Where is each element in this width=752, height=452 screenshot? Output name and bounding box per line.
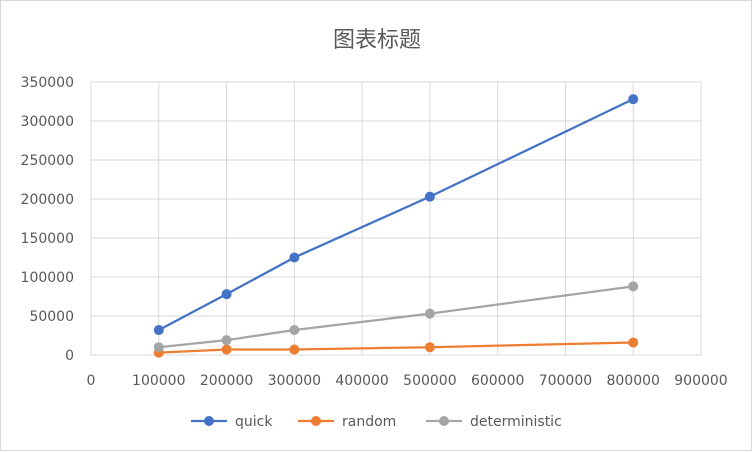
x-tick-label: 300000 <box>268 373 321 389</box>
y-tick-label: 250000 <box>21 153 74 169</box>
axis-ticks: 0 50000 100000 150000 200000 250000 300000 3500… <box>21 75 728 389</box>
series-deterministic <box>153 281 639 353</box>
data-point-random <box>289 344 300 355</box>
x-tick-label: 800000 <box>606 373 659 389</box>
data-point-quick <box>289 252 300 263</box>
data-point-deterministic <box>221 335 232 346</box>
data-point-quick <box>628 94 639 105</box>
data-point-random <box>424 342 435 353</box>
data-point-quick <box>153 325 164 336</box>
legend-label: quick <box>235 414 273 430</box>
legend-marker <box>311 416 321 426</box>
data-point-deterministic <box>628 281 639 292</box>
x-tick-label: 500000 <box>403 373 456 389</box>
y-tick-label: 300000 <box>21 114 74 130</box>
legend-label: deterministic <box>470 414 562 430</box>
y-tick-label: 100000 <box>21 270 74 286</box>
legend-item-deterministic: deterministic <box>426 414 562 430</box>
legend-label: random <box>342 414 396 430</box>
data-point-random <box>628 337 639 348</box>
x-tick-label: 200000 <box>200 373 253 389</box>
x-tick-label: 0 <box>87 373 96 389</box>
data-point-quick <box>221 289 232 300</box>
data-point-deterministic <box>289 325 300 336</box>
y-tick-label: 0 <box>65 348 74 364</box>
x-tick-label: 700000 <box>539 373 592 389</box>
legend-marker <box>204 416 214 426</box>
y-tick-label: 350000 <box>21 75 74 91</box>
legend-marker <box>439 416 449 426</box>
data-point-deterministic <box>153 342 164 353</box>
data-point-deterministic <box>424 308 435 319</box>
x-tick-label: 100000 <box>132 373 185 389</box>
data-point-quick <box>424 191 435 202</box>
y-tick-label: 200000 <box>21 192 74 208</box>
y-tick-label: 50000 <box>29 309 74 325</box>
legend-item-quick: quick <box>191 414 273 430</box>
legend-item-random: random <box>298 414 396 430</box>
x-tick-label: 600000 <box>471 373 524 389</box>
x-tick-label: 900000 <box>674 373 727 389</box>
gridlines <box>90 81 702 356</box>
y-tick-label: 150000 <box>21 231 74 247</box>
x-tick-label: 400000 <box>335 373 388 389</box>
chart-title: 图表标题 <box>333 28 421 53</box>
legend: quick random deterministic <box>191 414 562 430</box>
series-quick <box>153 94 639 336</box>
data-point-random <box>221 344 232 355</box>
series-layer <box>153 94 639 358</box>
